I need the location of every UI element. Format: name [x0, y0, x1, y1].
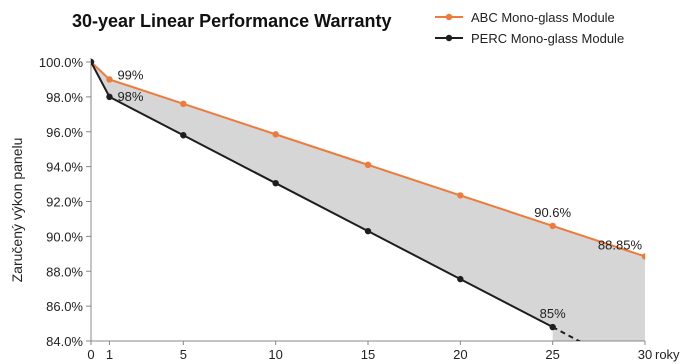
data-point — [364, 161, 372, 169]
data-point — [272, 179, 279, 187]
data-point — [457, 192, 464, 199]
data-point — [549, 222, 556, 230]
legend-entry-label: ABC Mono-glass Module — [471, 10, 615, 25]
legend-swatch-marker — [445, 34, 453, 42]
x-tick-label: 20 — [453, 347, 467, 362]
y-tick-label: 96.0% — [46, 125, 83, 140]
annotation-label: 99% — [117, 67, 143, 82]
y-tick-label: 90.0% — [46, 229, 83, 244]
y-tick-label: 98.0% — [46, 90, 83, 105]
y-tick-label: 84.0% — [46, 334, 83, 349]
data-point — [641, 253, 645, 260]
y-tick-label: 100.0% — [39, 55, 84, 70]
data-point — [180, 100, 187, 108]
plot-area: 84.0% 86.0% 88.0% 90.0% 92.0% 94.0% 96.0% 98.0%… — [39, 55, 680, 362]
x-tick-label: 25 — [545, 347, 559, 362]
x-tick-label: 30 — [638, 347, 652, 362]
fill-between-area — [91, 62, 645, 341]
data-point — [106, 93, 113, 101]
x-tick-label: 5 — [180, 347, 187, 362]
x-tick-label: 0 — [87, 347, 94, 362]
data-point — [364, 227, 372, 235]
legend: ABC Mono-glass Module PERC Mono-glass Mod… — [435, 10, 624, 46]
x-unit-label: roky — [655, 347, 680, 362]
data-point — [180, 132, 187, 139]
legend-swatch-marker — [445, 13, 453, 21]
x-tick-label: 10 — [268, 347, 282, 362]
x-tick-label: 15 — [361, 347, 375, 362]
annotation-label: 98% — [117, 89, 143, 104]
annotation-label: 90.6% — [534, 205, 571, 220]
y-tick-label: 94.0% — [46, 160, 83, 175]
legend-entry-label: PERC Mono-glass Module — [471, 31, 624, 46]
series-dashed-extension — [552, 326, 582, 341]
y-tick-label: 92.0% — [46, 195, 83, 210]
data-point — [272, 131, 279, 138]
data-point — [91, 58, 95, 66]
data-point — [549, 323, 556, 331]
y-tick-label: 86.0% — [46, 299, 83, 314]
data-point — [106, 76, 113, 83]
annotation-label: 85% — [540, 306, 566, 321]
y-axis-label: Zaručený výkon panelu — [9, 138, 25, 283]
x-tick-label: 1 — [106, 347, 113, 362]
annotation-label: 88.85% — [598, 237, 643, 252]
series-line-abc — [91, 61, 645, 258]
data-point — [457, 275, 464, 283]
chart-title: 30-year Linear Performance Warranty — [72, 11, 391, 31]
y-tick-label: 88.0% — [46, 264, 83, 279]
